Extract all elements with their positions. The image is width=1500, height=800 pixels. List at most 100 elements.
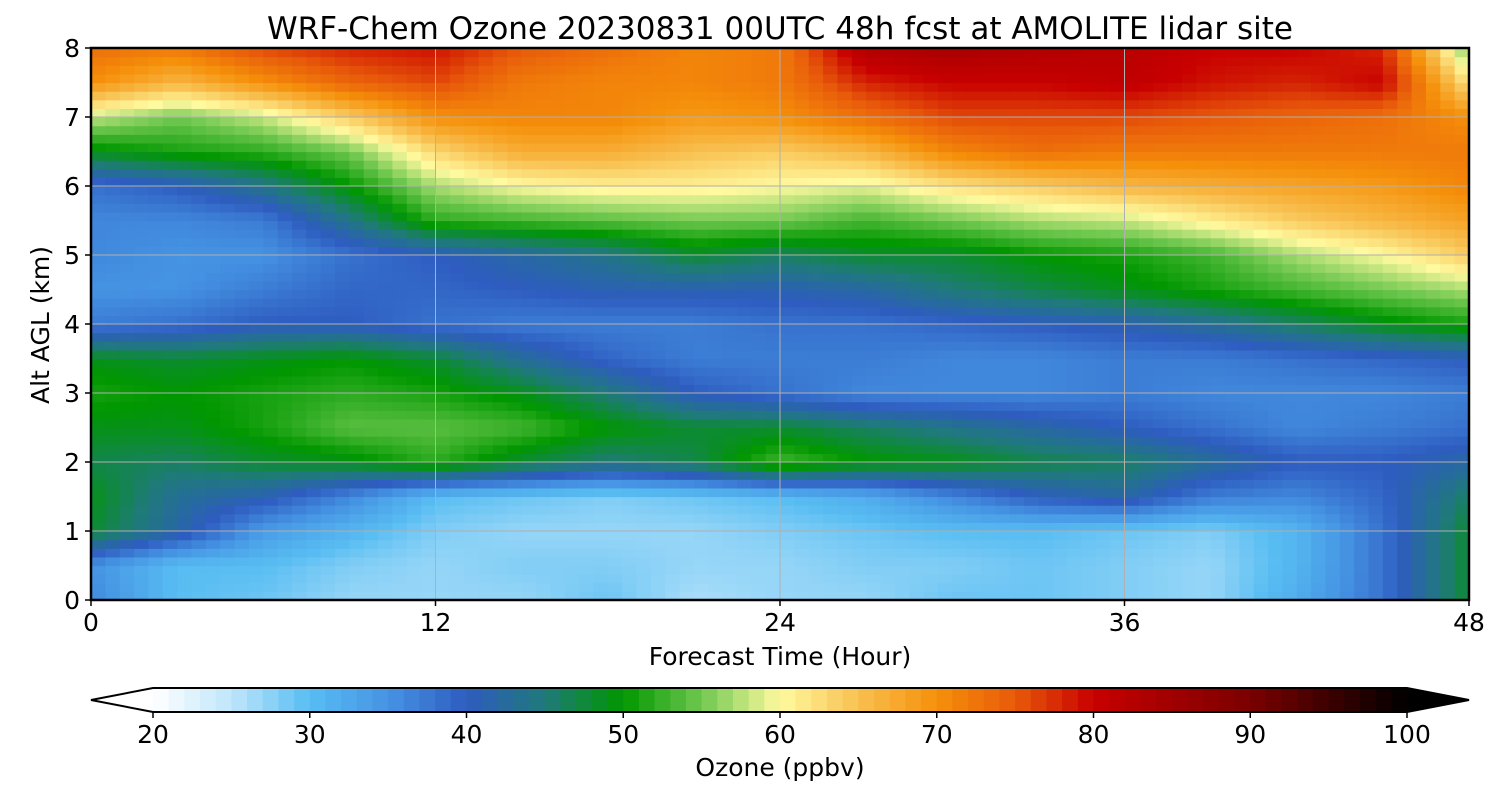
ozone-cell bbox=[119, 418, 135, 429]
ozone-cell bbox=[564, 505, 580, 515]
ozone-cell bbox=[191, 539, 207, 549]
ozone-cell bbox=[1038, 341, 1054, 351]
ozone-cell bbox=[507, 393, 523, 403]
ozone-cell bbox=[1296, 263, 1312, 273]
ozone-cell bbox=[363, 418, 379, 429]
ozone-cell bbox=[234, 513, 250, 523]
ozone-cell bbox=[392, 556, 408, 567]
ozone-cell bbox=[952, 341, 968, 351]
ozone-cell bbox=[1440, 315, 1456, 325]
ozone-cell bbox=[564, 341, 580, 351]
ozone-cell bbox=[1224, 358, 1240, 368]
ozone-cell bbox=[478, 410, 494, 420]
ozone-cell bbox=[234, 194, 250, 204]
ozone-cell bbox=[1268, 556, 1283, 567]
ozone-cell bbox=[363, 565, 379, 575]
ozone-cell bbox=[1081, 531, 1097, 541]
ozone-cell bbox=[1440, 289, 1456, 299]
ozone-cell bbox=[765, 324, 781, 334]
ozone-cell bbox=[708, 548, 724, 558]
ozone-cell bbox=[823, 418, 839, 429]
ozone-cell bbox=[1325, 479, 1341, 489]
ozone-cell bbox=[449, 384, 465, 394]
ozone-cell bbox=[679, 436, 695, 446]
ozone-cell bbox=[1081, 324, 1097, 334]
ozone-cell bbox=[478, 151, 494, 161]
ozone-cell bbox=[593, 332, 609, 342]
ozone-cell bbox=[1268, 255, 1283, 265]
ozone-cell bbox=[134, 410, 150, 420]
ozone-cell bbox=[291, 229, 307, 239]
chart-title: WRF-Chem Ozone 20230831 00UTC 48h fcst a… bbox=[267, 11, 1293, 47]
ozone-cell bbox=[665, 487, 681, 498]
ozone-cell bbox=[1067, 531, 1083, 541]
ozone-cell bbox=[320, 211, 336, 222]
ozone-cell bbox=[880, 556, 896, 567]
ozone-cell bbox=[1282, 496, 1298, 506]
ozone-cell bbox=[1425, 289, 1441, 299]
ozone-cell bbox=[751, 358, 767, 368]
ozone-cell bbox=[995, 522, 1011, 532]
ozone-cell bbox=[1268, 453, 1283, 463]
ozone-cell bbox=[320, 496, 336, 506]
ozone-cell bbox=[263, 211, 279, 222]
ozone-cell bbox=[1296, 556, 1312, 567]
ozone-cell bbox=[1167, 151, 1183, 161]
ozone-cell bbox=[1095, 332, 1111, 342]
ozone-cell bbox=[1181, 487, 1197, 498]
ozone-cell bbox=[1282, 522, 1298, 532]
ozone-cell bbox=[579, 375, 594, 385]
ozone-cell bbox=[1425, 194, 1441, 204]
ozone-cell bbox=[205, 410, 221, 420]
ozone-cell bbox=[693, 539, 709, 549]
ozone-cell bbox=[277, 375, 293, 385]
ozone-cell bbox=[923, 574, 939, 584]
ozone-cell bbox=[392, 298, 408, 308]
ozone-cell bbox=[1067, 306, 1083, 316]
ozone-cell bbox=[449, 522, 465, 532]
ozone-cell bbox=[751, 186, 767, 196]
ozone-cell bbox=[119, 393, 135, 403]
ozone-cell bbox=[406, 160, 422, 170]
ozone-cell bbox=[1339, 574, 1355, 584]
ozone-cell bbox=[1454, 531, 1469, 541]
ozone-cell bbox=[1167, 367, 1183, 377]
ozone-cell bbox=[1354, 168, 1370, 178]
ozone-cell bbox=[507, 246, 523, 256]
ozone-cell bbox=[1009, 487, 1025, 498]
ozone-cell bbox=[464, 229, 480, 239]
ozone-cell bbox=[1311, 393, 1327, 403]
ozone-cell bbox=[1009, 367, 1025, 377]
ozone-cell bbox=[794, 565, 810, 575]
ozone-cell bbox=[177, 341, 193, 351]
ozone-cell bbox=[995, 229, 1011, 239]
ozone-cell bbox=[823, 160, 839, 170]
ozone-cell bbox=[234, 203, 250, 213]
ozone-cell bbox=[335, 410, 350, 420]
ozone-cell bbox=[1339, 324, 1355, 334]
ozone-cell bbox=[1052, 418, 1068, 429]
ozone-cell bbox=[1339, 168, 1355, 178]
ozone-cell bbox=[1339, 444, 1355, 454]
ozone-cell bbox=[1368, 574, 1384, 584]
ozone-cell bbox=[1009, 496, 1025, 506]
ozone-cell bbox=[378, 591, 394, 600]
ozone-cell bbox=[923, 453, 939, 463]
ozone-cell bbox=[1339, 418, 1355, 429]
ozone-cell bbox=[148, 505, 164, 515]
ozone-cell bbox=[966, 186, 982, 196]
ozone-cell bbox=[1325, 220, 1341, 230]
ozone-cell bbox=[607, 203, 623, 213]
ozone-cell bbox=[1368, 203, 1384, 213]
ozone-cell bbox=[1253, 565, 1269, 575]
ozone-cell bbox=[794, 436, 810, 446]
ozone-cell bbox=[349, 151, 365, 161]
ozone-cell bbox=[162, 306, 178, 316]
ozone-cell bbox=[593, 186, 609, 196]
ozone-cell bbox=[91, 160, 106, 170]
ozone-cell bbox=[866, 229, 882, 239]
ozone-cell bbox=[1311, 565, 1327, 575]
ozone-cell bbox=[1110, 548, 1126, 558]
ozone-cell bbox=[134, 280, 150, 291]
ozone-cell bbox=[722, 531, 738, 541]
